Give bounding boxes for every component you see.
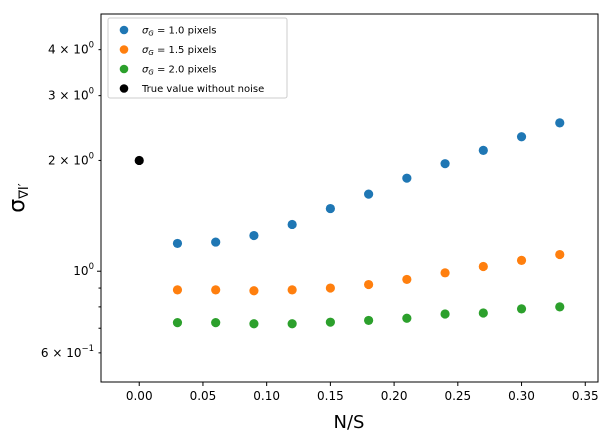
data-point [134,155,144,166]
axes: 0.00 0.05 0.10 0.15 0.20 0.25 0.30 0.35 6 × 10−1… [41,13,599,403]
legend-entry-label: σG = 1.0 pixels [142,26,216,38]
legend-marker [119,45,129,54]
data-point [287,319,297,329]
y-minor-label: 4 × 100 [48,41,94,57]
data-point [249,286,259,296]
data-point [249,319,259,329]
y-minor-label: 6 × 10−1 [41,344,94,360]
y-minor-label: 3 × 100 [48,87,94,103]
legend-marker [119,84,129,93]
legend-marker [119,25,129,35]
x-tick-label: 0.15 [317,389,344,403]
data-point [325,203,335,214]
x-axis-label: N/S [334,412,365,433]
x-tick-label: 0.25 [444,389,471,403]
data-point [402,274,412,285]
data-point [364,279,374,290]
plot-marks [134,118,565,329]
data-point [211,237,221,247]
data-point [555,249,565,260]
data-point [478,145,488,155]
data-point [478,261,488,272]
data-point [402,173,412,183]
data-point [172,285,183,295]
data-point [516,255,527,266]
data-point [287,219,297,230]
data-point [555,118,565,128]
data-point [516,132,527,142]
y-major-label: 100 [73,262,94,278]
data-point [402,313,412,323]
legend: σG = 1.0 pixels σG = 1.5 pixels σG = 2.0 p… [107,17,288,99]
data-point [440,159,450,169]
data-point [172,318,183,328]
data-point [364,315,374,326]
y-axis-label-symbol: σ [5,199,30,213]
x-tick-label: 0.10 [253,389,280,403]
legend-entry-label: True value without noise [141,84,264,95]
data-point [287,285,297,295]
x-tick-label: 0.00 [126,389,153,403]
legend-frame [107,17,288,99]
y-axis-label: σ∇I′ [5,183,32,212]
data-point [325,283,335,293]
plot-frame [100,13,599,383]
data-point [211,285,221,295]
x-tick-label: 0.35 [572,389,599,403]
data-point [478,308,488,318]
data-point [440,309,450,319]
data-point [555,302,565,312]
legend-entry-label: σG = 2.0 pixels [142,65,216,77]
x-tick-label: 0.05 [190,389,217,403]
y-minor-label: 2 × 100 [48,151,94,167]
legend-marker [119,64,129,74]
data-point [440,268,450,278]
legend-entry-label: σG = 1.5 pixels [142,45,216,57]
y-axis-label-subscript: ∇I′ [17,183,32,200]
x-tick-label: 0.20 [381,389,408,403]
data-point [325,317,335,327]
data-point [249,230,259,241]
data-point [364,189,374,199]
data-point [172,238,183,249]
x-tick-label: 0.30 [508,389,535,403]
data-point [211,318,221,328]
data-point [516,304,527,314]
